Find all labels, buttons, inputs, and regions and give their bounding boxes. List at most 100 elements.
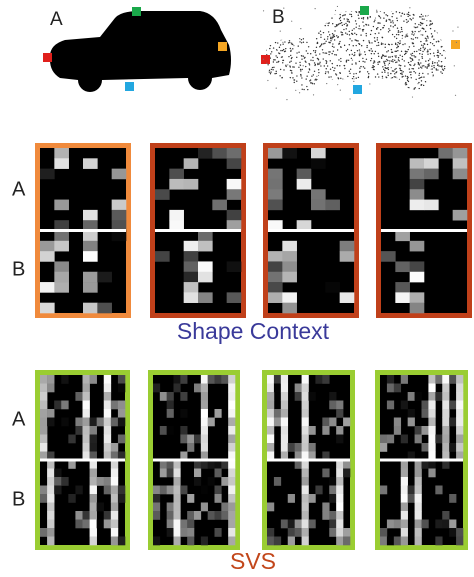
point bbox=[267, 84, 268, 85]
cell bbox=[309, 494, 316, 503]
point bbox=[441, 55, 442, 56]
cell bbox=[194, 511, 201, 520]
point bbox=[435, 19, 436, 20]
point bbox=[340, 78, 341, 79]
point bbox=[262, 73, 263, 74]
point bbox=[450, 11, 451, 12]
point bbox=[331, 87, 332, 88]
point bbox=[307, 11, 308, 12]
point bbox=[263, 35, 264, 36]
point bbox=[356, 78, 357, 79]
point bbox=[412, 96, 413, 97]
point bbox=[411, 33, 412, 34]
point bbox=[395, 57, 396, 58]
point bbox=[326, 83, 327, 84]
cell bbox=[194, 384, 201, 393]
point bbox=[304, 9, 305, 10]
cell bbox=[408, 494, 415, 503]
point bbox=[453, 20, 454, 21]
cell bbox=[401, 511, 408, 520]
point bbox=[437, 18, 438, 19]
point bbox=[357, 8, 358, 9]
point bbox=[339, 65, 340, 66]
point bbox=[418, 75, 419, 76]
point bbox=[377, 73, 378, 74]
point bbox=[447, 41, 448, 42]
cell bbox=[438, 148, 453, 159]
point bbox=[426, 82, 427, 83]
cell bbox=[201, 435, 208, 444]
point bbox=[295, 62, 296, 63]
cell bbox=[118, 494, 125, 503]
point bbox=[279, 75, 280, 76]
point bbox=[369, 83, 370, 84]
point bbox=[328, 31, 329, 32]
cell bbox=[61, 418, 68, 427]
cell bbox=[428, 443, 435, 452]
point bbox=[391, 44, 392, 45]
point bbox=[385, 47, 386, 48]
point bbox=[270, 45, 271, 46]
point bbox=[290, 33, 291, 34]
point bbox=[363, 17, 364, 18]
point bbox=[285, 65, 286, 66]
point bbox=[437, 69, 438, 70]
point bbox=[316, 47, 317, 48]
point bbox=[432, 23, 433, 24]
cell bbox=[381, 251, 396, 262]
point bbox=[402, 59, 403, 60]
point bbox=[374, 61, 375, 62]
point bbox=[273, 30, 274, 31]
point bbox=[365, 86, 366, 87]
point bbox=[318, 59, 319, 60]
point bbox=[422, 65, 423, 66]
point bbox=[418, 68, 419, 69]
cell bbox=[40, 303, 55, 314]
cell bbox=[340, 251, 355, 262]
point bbox=[380, 10, 381, 11]
cell bbox=[184, 251, 199, 262]
cell bbox=[415, 435, 422, 444]
cell bbox=[336, 477, 343, 486]
cell bbox=[153, 511, 160, 520]
point bbox=[421, 34, 422, 35]
cell bbox=[322, 503, 329, 512]
cell bbox=[435, 520, 442, 529]
point bbox=[307, 18, 308, 19]
point bbox=[419, 8, 420, 9]
point bbox=[441, 28, 442, 29]
point bbox=[385, 9, 386, 10]
point bbox=[374, 21, 375, 22]
point bbox=[381, 72, 382, 73]
point bbox=[413, 46, 414, 47]
descriptor-panel bbox=[150, 143, 246, 318]
cell bbox=[428, 418, 435, 427]
cell bbox=[75, 426, 82, 435]
point bbox=[306, 29, 307, 30]
point bbox=[396, 78, 397, 79]
point bbox=[317, 25, 318, 26]
point bbox=[316, 15, 317, 16]
point bbox=[448, 53, 449, 54]
point bbox=[426, 66, 427, 67]
point bbox=[424, 49, 425, 50]
point bbox=[420, 85, 421, 86]
cell bbox=[118, 537, 125, 546]
cell bbox=[160, 392, 167, 401]
point bbox=[413, 89, 414, 90]
cell bbox=[281, 409, 288, 418]
point bbox=[342, 78, 343, 79]
cell bbox=[228, 409, 235, 418]
point bbox=[356, 23, 357, 24]
point bbox=[351, 16, 352, 17]
point bbox=[391, 78, 392, 79]
cell bbox=[215, 486, 222, 495]
cell bbox=[83, 418, 90, 427]
section-title: SVS bbox=[230, 548, 276, 574]
point bbox=[309, 68, 310, 69]
point bbox=[369, 82, 370, 83]
cell bbox=[228, 537, 235, 546]
point bbox=[324, 43, 325, 44]
cell bbox=[401, 520, 408, 529]
cell bbox=[167, 511, 174, 520]
